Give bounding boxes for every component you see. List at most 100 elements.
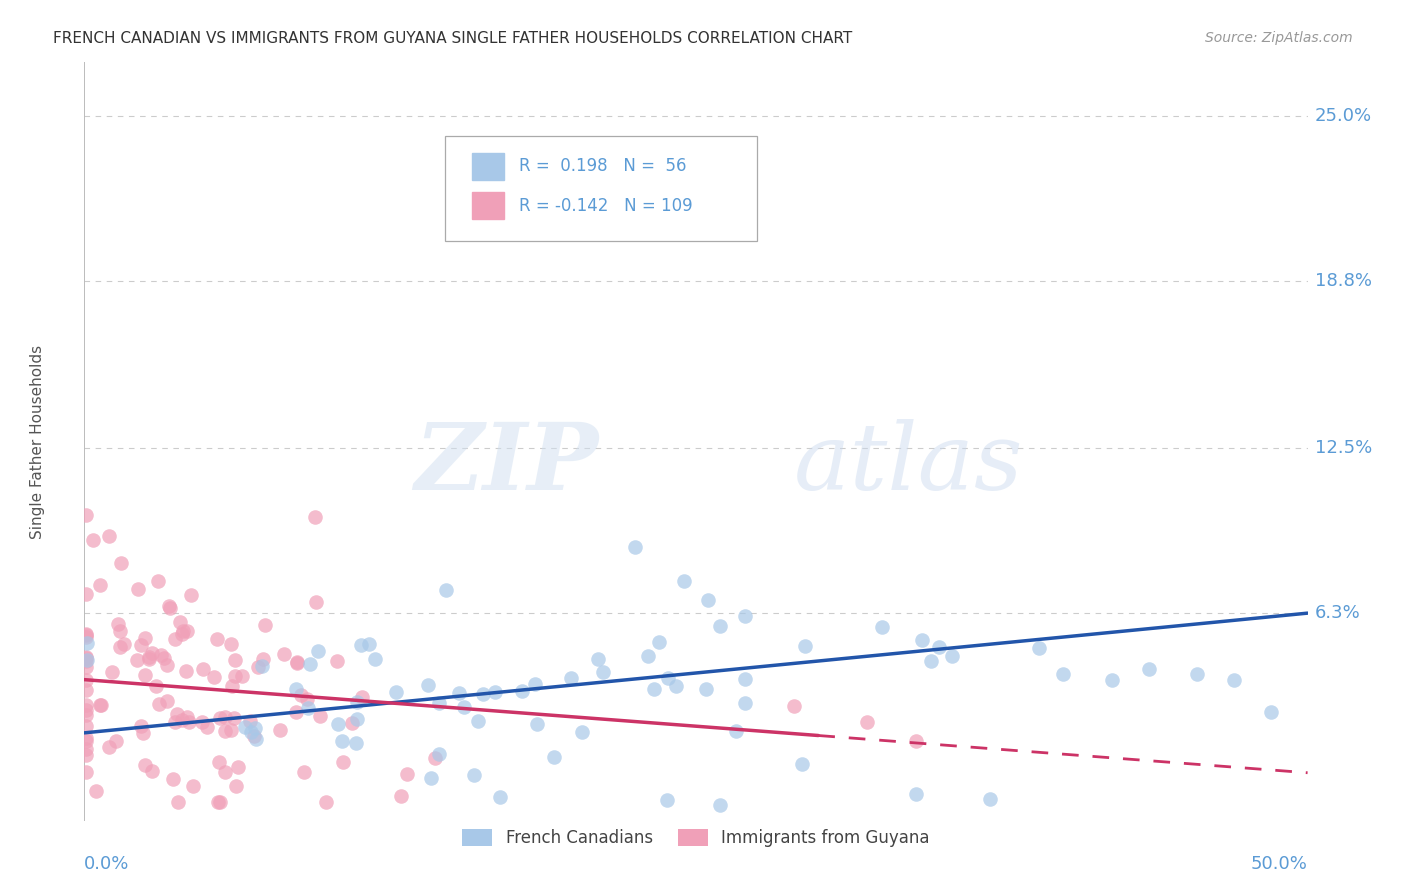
Point	[665, 679, 688, 693]
Point	[1260, 705, 1282, 719]
Text: R = -0.142   N = 109: R = -0.142 N = 109	[519, 197, 692, 215]
Point	[357, 637, 380, 651]
Point	[1052, 667, 1074, 681]
Point	[510, 684, 533, 698]
Point	[76, 653, 98, 667]
Point	[273, 647, 295, 661]
Point	[290, 688, 312, 702]
Point	[364, 652, 387, 666]
Point	[174, 664, 197, 678]
Point	[449, 686, 471, 700]
Point	[269, 723, 291, 737]
Point	[195, 720, 218, 734]
Point	[911, 633, 934, 648]
Point	[543, 749, 565, 764]
Point	[979, 792, 1001, 806]
Point	[790, 757, 813, 772]
Point	[221, 636, 243, 650]
Point	[224, 653, 246, 667]
Text: ZIP: ZIP	[413, 419, 598, 509]
Point	[138, 650, 160, 665]
Point	[141, 646, 163, 660]
Point	[75, 719, 97, 733]
Point	[330, 734, 353, 748]
Point	[297, 701, 319, 715]
Point	[207, 795, 229, 809]
Point	[156, 658, 179, 673]
Point	[586, 652, 609, 666]
Point	[166, 706, 188, 721]
Point	[709, 797, 731, 812]
Point	[307, 644, 329, 658]
Point	[350, 690, 373, 704]
Point	[108, 624, 131, 639]
Point	[648, 635, 671, 649]
Point	[214, 764, 236, 779]
Point	[84, 783, 107, 797]
Point	[856, 715, 879, 730]
Point	[326, 654, 349, 668]
Point	[419, 771, 441, 785]
Point	[162, 772, 184, 786]
Point	[148, 698, 170, 712]
Point	[253, 618, 276, 632]
Point	[134, 758, 156, 772]
Text: 6.3%: 6.3%	[1315, 604, 1361, 622]
Point	[285, 655, 308, 669]
Point	[1223, 673, 1246, 687]
Point	[697, 592, 720, 607]
Point	[416, 678, 439, 692]
Text: 12.5%: 12.5%	[1315, 439, 1372, 458]
Point	[208, 795, 231, 809]
Point	[226, 760, 249, 774]
Point	[131, 726, 153, 740]
Point	[657, 671, 679, 685]
Point	[734, 608, 756, 623]
Point	[304, 509, 326, 524]
Point	[129, 638, 152, 652]
Point	[134, 668, 156, 682]
Point	[332, 755, 354, 769]
Point	[425, 750, 447, 764]
Text: atlas: atlas	[794, 419, 1024, 509]
Point	[101, 665, 124, 680]
Text: 0.0%: 0.0%	[84, 855, 129, 873]
Point	[89, 698, 111, 712]
Point	[97, 529, 120, 543]
Point	[395, 767, 418, 781]
Point	[928, 640, 950, 654]
Point	[672, 574, 695, 589]
Point	[159, 600, 181, 615]
Point	[108, 640, 131, 654]
Point	[149, 648, 172, 663]
Point	[224, 668, 246, 682]
Point	[146, 574, 169, 589]
Point	[167, 795, 190, 809]
Point	[467, 714, 489, 728]
Point	[285, 656, 308, 670]
Point	[75, 660, 97, 674]
Point	[214, 710, 236, 724]
Point	[725, 724, 748, 739]
Point	[180, 589, 202, 603]
Point	[1028, 640, 1050, 655]
Point	[284, 682, 307, 697]
Point	[252, 659, 274, 673]
Point	[298, 657, 321, 672]
Point	[920, 654, 942, 668]
Point	[222, 711, 245, 725]
Point	[292, 764, 315, 779]
Text: FRENCH CANADIAN VS IMMIGRANTS FROM GUYANA SINGLE FATHER HOUSEHOLDS CORRELATION C: FRENCH CANADIAN VS IMMIGRANTS FROM GUYAN…	[53, 31, 852, 46]
Point	[176, 624, 198, 639]
Point	[793, 639, 815, 653]
Point	[75, 627, 97, 641]
Point	[1101, 673, 1123, 687]
Point	[208, 755, 231, 769]
Point	[346, 695, 368, 709]
Point	[484, 685, 506, 699]
Point	[112, 637, 135, 651]
Point	[75, 731, 97, 745]
Point	[734, 696, 756, 710]
Point	[75, 742, 97, 756]
Point	[125, 653, 148, 667]
